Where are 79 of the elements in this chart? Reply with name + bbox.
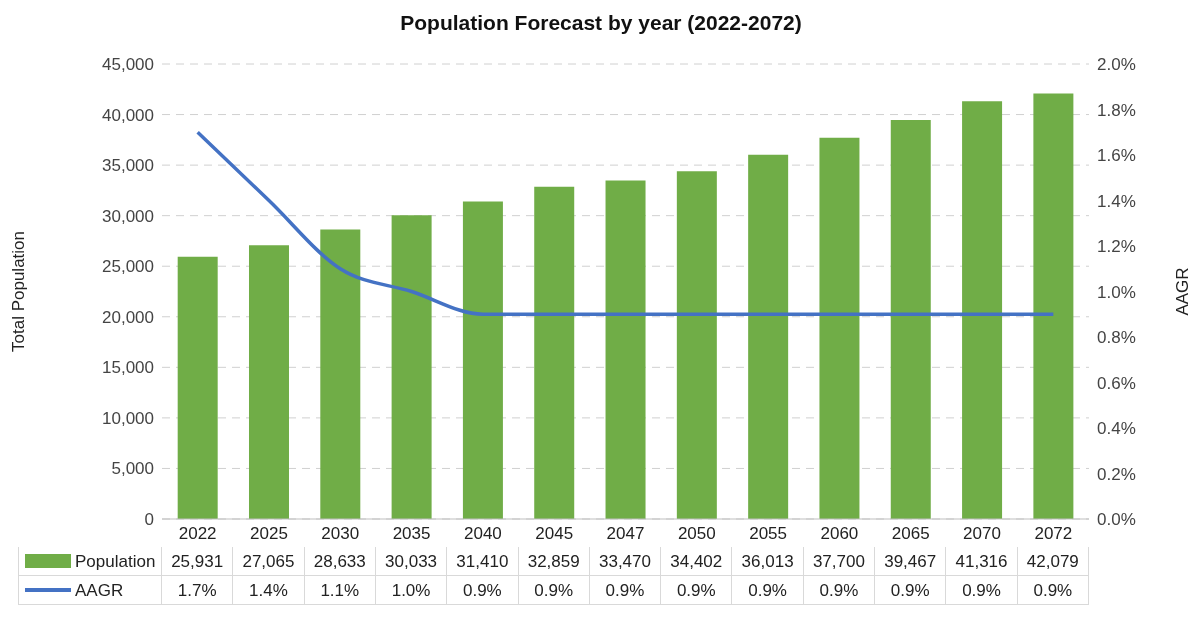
y2-tick-label: 0.6% (1097, 373, 1136, 393)
data-label: 31,410 (447, 547, 519, 576)
y-tick-label: 10,000 (102, 408, 154, 428)
y-axis-title: Total Population (9, 231, 29, 352)
data-label: 41,316 (946, 547, 1018, 576)
x-tick-label: 2065 (891, 524, 930, 544)
x-tick-label: 2030 (321, 524, 360, 544)
data-label: 0.9% (732, 576, 804, 605)
x-tick-label: 2040 (463, 524, 502, 544)
data-label: 0.9% (661, 576, 733, 605)
y2-axis-title: AAGR (1173, 267, 1193, 316)
bar (605, 180, 646, 519)
bar (534, 186, 575, 519)
bar (819, 137, 860, 519)
x-tick-label: 2045 (535, 524, 574, 544)
y2-tick-label: 0.0% (1097, 510, 1136, 530)
bar (676, 171, 717, 519)
data-label: 1.1% (304, 576, 376, 605)
data-label: 1.7% (162, 576, 234, 605)
y2-tick-label: 0.8% (1097, 328, 1136, 348)
bar (320, 229, 361, 519)
x-tick-label: 2050 (677, 524, 716, 544)
data-label: 28,633 (304, 547, 376, 576)
data-label: 39,467 (875, 547, 947, 576)
y-tick-label: 30,000 (102, 206, 154, 226)
y2-tick-label: 0.2% (1097, 464, 1136, 484)
data-label: 0.9% (803, 576, 876, 605)
bar (1033, 93, 1074, 519)
data-label: 0.9% (518, 576, 590, 605)
y-tick-label: 5,000 (111, 459, 154, 479)
bar (391, 215, 432, 519)
data-label: 42,079 (1017, 547, 1089, 576)
data-label: 1.4% (233, 576, 305, 605)
y2-tick-label: 1.2% (1097, 237, 1136, 257)
line-series (195, 130, 1056, 316)
data-label: 0.9% (875, 576, 947, 605)
y2-tick-label: 1.8% (1097, 100, 1136, 120)
x-tick-label: 2055 (749, 524, 788, 544)
legend-label: Population (75, 550, 156, 573)
data-label: 27,065 (233, 547, 305, 576)
bar (462, 201, 503, 519)
data-label: 36,013 (732, 547, 804, 576)
chart-title: Population Forecast by year (2022-2072) (399, 10, 803, 36)
x-tick-label: 2035 (392, 524, 431, 544)
data-label: 33,470 (589, 547, 662, 576)
x-tick-label: 2025 (250, 524, 288, 544)
y-tick-label: 15,000 (102, 358, 154, 378)
y-tick-label: 40,000 (102, 105, 154, 125)
data-label: 0.9% (589, 576, 662, 605)
x-tick-label: 2060 (820, 524, 859, 544)
y-tick-label: 25,000 (102, 257, 154, 277)
x-tick-label: 2070 (963, 524, 1001, 544)
x-tick-label: 2072 (1034, 524, 1073, 544)
y-tick-label: 35,000 (102, 156, 154, 176)
y2-tick-label: 1.0% (1097, 282, 1136, 302)
data-label: 25,931 (162, 547, 234, 576)
y2-tick-label: 1.4% (1097, 191, 1136, 211)
data-label: 30,033 (375, 547, 448, 576)
x-tick-label: 2022 (178, 524, 217, 544)
data-label: 0.9% (447, 576, 519, 605)
legend-label: AAGR (75, 579, 124, 602)
bar (962, 101, 1003, 519)
y2-tick-label: 2.0% (1097, 55, 1136, 75)
data-label: 34,402 (661, 547, 733, 576)
data-label: 32,859 (518, 547, 590, 576)
y-tick-label: 0 (144, 510, 154, 530)
y2-tick-label: 1.6% (1097, 146, 1136, 166)
bar (177, 256, 218, 519)
x-tick-label: 2047 (606, 524, 645, 544)
data-label: 1.0% (375, 576, 448, 605)
y2-tick-label: 0.4% (1097, 419, 1136, 439)
bar (748, 154, 789, 519)
data-label: 37,700 (803, 547, 876, 576)
bar (249, 245, 289, 519)
data-label: 0.9% (1017, 576, 1089, 605)
bar (890, 119, 931, 519)
y-tick-label: 45,000 (102, 55, 154, 75)
y-tick-label: 20,000 (102, 307, 154, 327)
data-label: 0.9% (946, 576, 1018, 605)
